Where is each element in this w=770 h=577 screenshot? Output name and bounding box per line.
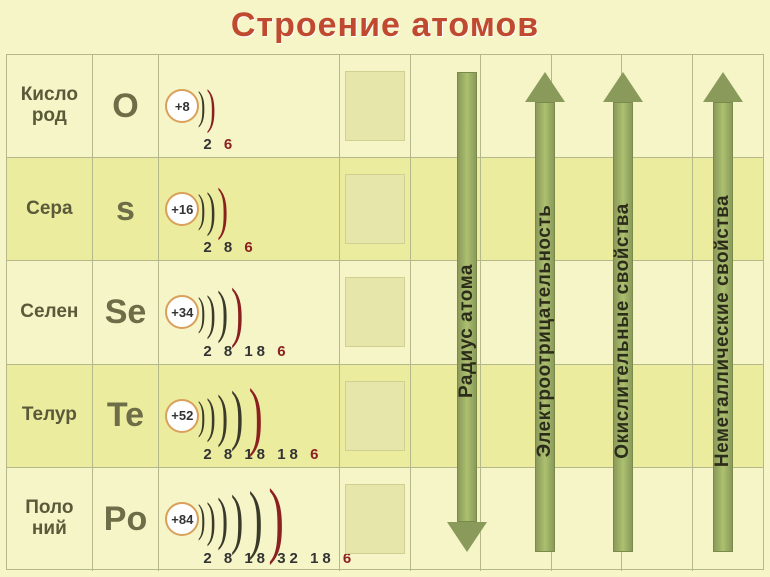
element-symbol: Te [93, 365, 160, 467]
element-symbol: Se [93, 261, 160, 363]
shell-arc: ) [206, 288, 215, 337]
shell-arc: ) [206, 391, 215, 440]
trend-arrow: Электроотрицательность [508, 54, 582, 570]
shell-arc: ) [198, 189, 205, 229]
atom-diagram: +52)))))2 8 18 18 6 [159, 365, 340, 467]
shell-arc: ) [248, 378, 262, 454]
placeholder-pad [345, 71, 405, 141]
title-text: Строение атомов [231, 6, 539, 44]
empty-cell [340, 261, 410, 363]
shell-arc: ) [198, 292, 205, 332]
element-name: Сера [7, 158, 93, 260]
electron-counts: 2 8 18 18 6 [203, 446, 322, 463]
shell-arc: ) [198, 499, 205, 539]
empty-cell [340, 365, 410, 467]
page-title: Строение атомов [0, 0, 770, 51]
element-name: Селен [7, 261, 93, 363]
shell-arc: ) [231, 279, 243, 346]
placeholder-pad [345, 484, 405, 554]
trend-arrow: Радиус атома [430, 54, 504, 570]
nucleus: +16 [165, 192, 199, 226]
arrow-label: Окислительные свойства [612, 203, 634, 459]
element-symbol: O [93, 55, 160, 157]
shell-arc: ) [217, 387, 228, 445]
electron-counts: 2 8 6 [203, 239, 256, 256]
trend-arrow: Неметаллические свойства [686, 54, 760, 570]
arrow-label: Радиус атома [456, 264, 478, 398]
trend-arrow: Окислительные свойства [586, 54, 660, 570]
shell-arc: ) [217, 490, 228, 548]
shell-arc: ) [231, 382, 243, 449]
element-symbol: Po [93, 468, 160, 571]
shell-arc: ) [248, 481, 262, 557]
nucleus: +8 [165, 89, 199, 123]
electron-counts: 2 6 [203, 136, 236, 153]
shell-arc: ) [206, 495, 215, 544]
empty-cell [340, 158, 410, 260]
shell-arc: ) [231, 486, 243, 553]
arrow-label: Электроотрицательность [534, 205, 556, 458]
shell-arc: ) [198, 396, 205, 436]
shell-arc: ) [217, 180, 228, 238]
atom-diagram: +84))))))2 8 18 32 18 6 [159, 468, 340, 571]
shell-arc: ) [206, 82, 215, 131]
atom-diagram: +8)) 2 6 [159, 55, 340, 157]
shell-arc: ) [206, 185, 215, 234]
nucleus: +34 [165, 295, 199, 329]
electron-counts: 2 8 18 32 18 6 [203, 550, 355, 567]
empty-cell [340, 55, 410, 157]
shell-arc: ) [217, 283, 228, 341]
element-name: Кислород [7, 55, 93, 157]
placeholder-pad [345, 277, 405, 347]
arrow-label: Неметаллические свойства [712, 195, 734, 467]
nucleus: +84 [165, 502, 199, 536]
electron-counts: 2 8 18 6 [203, 343, 289, 360]
element-name: Телур [7, 365, 93, 467]
nucleus: +52 [165, 399, 199, 433]
element-symbol: s [93, 158, 160, 260]
placeholder-pad [345, 381, 405, 451]
atom-diagram: +16)))2 8 6 [159, 158, 340, 260]
empty-cell [340, 468, 410, 571]
atom-diagram: +34))))2 8 18 6 [159, 261, 340, 363]
placeholder-pad [345, 174, 405, 244]
element-name: Полоний [7, 468, 93, 571]
shell-arc: ) [198, 86, 205, 126]
